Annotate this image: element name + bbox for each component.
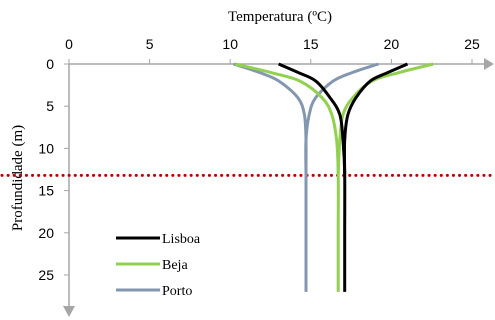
axes: 0 5 10 15 20 25 0 5 10 15 20 25	[38, 36, 494, 317]
y-tick-label: 15	[38, 183, 54, 199]
series-layer	[232, 62, 434, 292]
x-tick-label: 0	[65, 36, 73, 52]
y-tick-label: 0	[46, 56, 54, 72]
legend: Lisboa Beja Porto	[116, 232, 201, 299]
series-line-porto-0	[232, 62, 308, 292]
y-tick-label: 10	[38, 140, 54, 156]
legend-label: Beja	[162, 258, 188, 273]
series-line-beja-1	[336, 62, 434, 174]
series-line-lisboa-0	[277, 62, 347, 292]
x-tick-label: 25	[464, 36, 480, 52]
y-axis-title: Profundidade (m)	[10, 125, 26, 231]
x-tick-label: 5	[146, 36, 154, 52]
x-tick-label: 10	[222, 36, 238, 52]
x-tick-label: 15	[303, 36, 319, 52]
y-tick-label: 20	[38, 225, 54, 241]
legend-label: Lisboa	[162, 232, 201, 247]
x-axis-title: Temperatura (ºC)	[228, 9, 332, 25]
y-tick-label: 5	[46, 98, 54, 114]
legend-label: Porto	[162, 284, 192, 299]
y-tick-label: 25	[38, 267, 54, 283]
series-line-porto-1	[304, 62, 379, 174]
series-line-beja-0	[234, 62, 340, 292]
x-tick-label: 20	[384, 36, 400, 52]
y-axis-arrow	[63, 306, 75, 317]
series-line-lisboa-1	[342, 62, 409, 174]
x-axis-arrow	[484, 58, 494, 70]
